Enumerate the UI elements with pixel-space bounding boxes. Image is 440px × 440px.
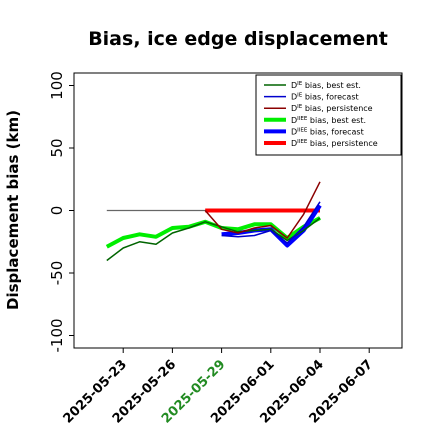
legend-entry: DIE bias, persistence [291,104,373,113]
legend-entry: DIIEE bias, persistence [291,139,378,148]
plot-area [105,181,322,262]
y-tick-label: 0 [48,206,66,216]
series-line-thin-best-est [106,217,321,262]
y-tick-label: -50 [48,261,66,286]
legend-entry: DIIEE bias, best est. [291,116,366,125]
y-axis-label: Displacement bias (km) [4,110,22,310]
series-line-thin-persistence [204,181,321,239]
legend-entry: DIE bias, best est. [291,81,361,90]
y-tick-label: -100 [48,318,66,352]
y-tick-label: 100 [48,71,66,100]
y-tick-label: 50 [48,138,66,157]
legend: DIE bias, best est. DIE bias, forecast DIE… [255,74,402,156]
legend-box [255,74,402,156]
legend-entry: DIE bias, forecast [291,93,359,102]
legend-entry: DIIEE bias, forecast [291,127,364,136]
chart-title: Bias, ice edge displacement [88,28,388,50]
series-line-thin-forecast [221,201,321,244]
